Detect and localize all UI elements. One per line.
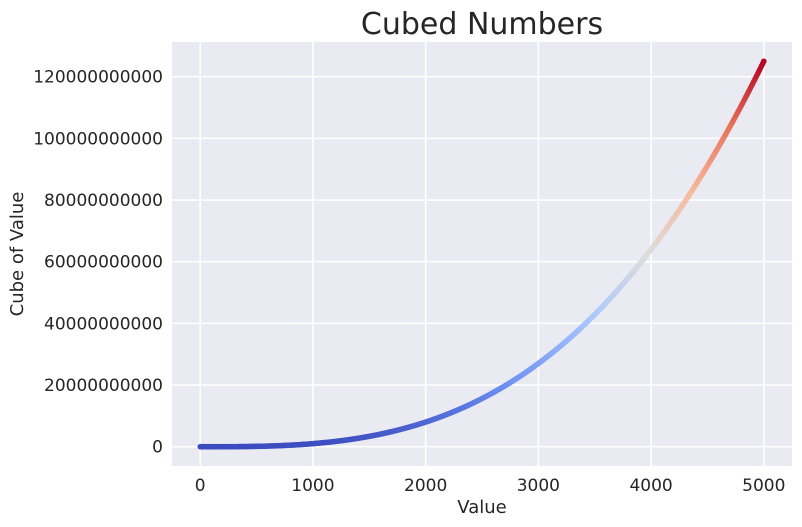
- x-axis-label: Value: [457, 497, 506, 518]
- scatter-points: [197, 58, 767, 450]
- y-tick-label: 100000000000: [33, 129, 163, 149]
- y-tick-label: 120000000000: [33, 68, 163, 88]
- x-tick-label: 3000: [517, 476, 560, 496]
- x-tick-label: 1000: [291, 476, 334, 496]
- grid-lines: [172, 42, 792, 466]
- y-tick-label: 0: [152, 438, 163, 458]
- x-tick-label: 2000: [404, 476, 447, 496]
- y-tick-label: 60000000000: [44, 253, 163, 273]
- y-tick-labels: 0 20000000000 40000000000 60000000000 800000…: [33, 68, 163, 458]
- x-tick-label: 0: [195, 476, 206, 496]
- x-tick-label: 4000: [629, 476, 672, 496]
- y-tick-label: 20000000000: [44, 376, 163, 396]
- y-axis-label: Cube of Value: [7, 192, 28, 317]
- x-tick-labels: 0 1000 2000 3000 4000 5000: [195, 476, 786, 496]
- data-point: [761, 58, 767, 65]
- plot-area: [172, 42, 792, 466]
- x-tick-label: 5000: [742, 476, 785, 496]
- y-tick-label: 40000000000: [44, 314, 163, 334]
- chart-title: Cubed Numbers: [361, 7, 603, 42]
- y-tick-label: 80000000000: [44, 191, 163, 211]
